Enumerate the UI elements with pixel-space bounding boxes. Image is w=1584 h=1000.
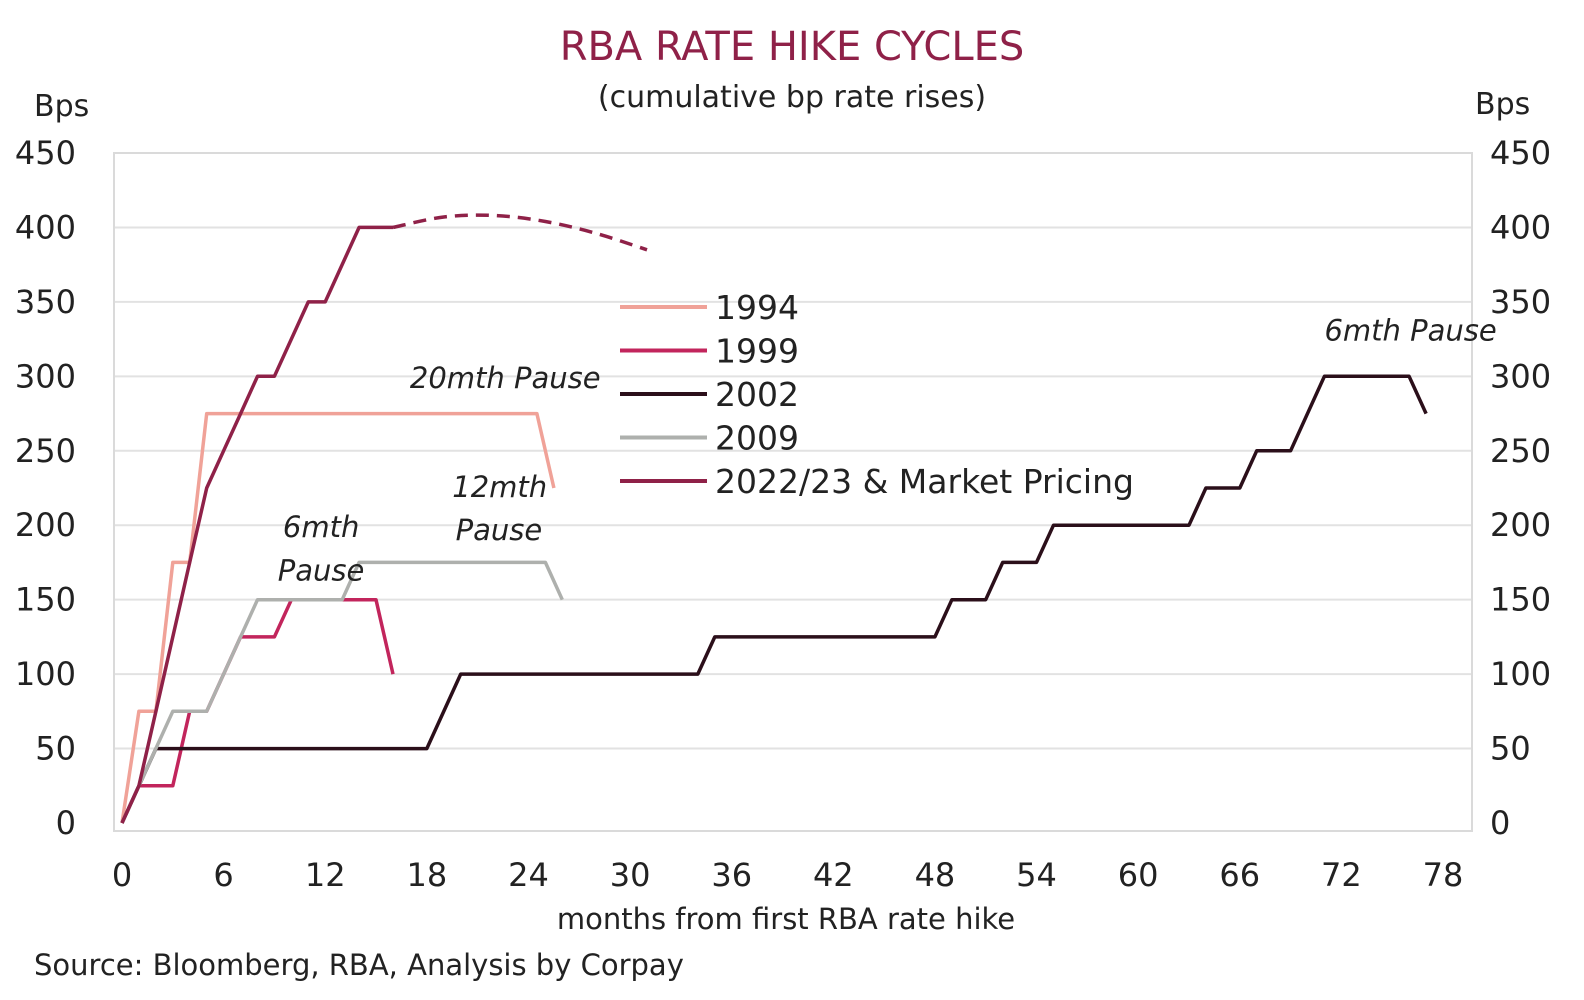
- annotation: Pause: [278, 553, 365, 587]
- legend-label: 1994: [715, 288, 799, 327]
- y-tick-right: 450: [1490, 134, 1551, 172]
- y-tick-right: 0: [1490, 804, 1510, 842]
- x-tick: 54: [1016, 856, 1057, 894]
- y-tick-left: 50: [35, 730, 76, 768]
- x-tick: 6: [213, 856, 233, 894]
- annotation: 6mth: [283, 510, 359, 544]
- y-unit-right: Bps: [1475, 87, 1530, 122]
- annotation: 6mth Pause: [1324, 314, 1496, 348]
- y-unit-left: Bps: [34, 89, 89, 124]
- y-tick-left: 250: [15, 432, 76, 470]
- y-tick-labels: 0 0 50 50 100 100 150 150 200 200 250 250 300 300 350 3…: [15, 134, 1551, 842]
- series-line-1994: [120, 411, 556, 824]
- market-pricing-line: [392, 213, 648, 252]
- series-line-2002: [120, 374, 1428, 824]
- x-tick: 60: [1118, 856, 1159, 894]
- legend-label: 2009: [715, 419, 799, 458]
- y-tick-right: 350: [1490, 283, 1551, 321]
- y-tick-right: 100: [1490, 655, 1551, 693]
- x-tick: 36: [711, 856, 752, 894]
- annotation: 20mth Pause: [410, 361, 601, 395]
- x-tick: 24: [508, 856, 549, 894]
- x-tick: 30: [610, 856, 651, 894]
- y-tick-left: 200: [15, 506, 76, 544]
- x-tick: 12: [305, 856, 346, 894]
- annotations: 20mth Pause 6mth Pause 12mth Pause 6mth Pause: [278, 314, 1497, 588]
- legend-label: 2022/23 & Market Pricing: [715, 462, 1134, 501]
- series-lines: [120, 213, 1428, 824]
- y-tick-left: 300: [15, 357, 76, 395]
- x-tick: 72: [1321, 856, 1362, 894]
- x-tick: 42: [813, 856, 854, 894]
- y-tick-left: 450: [15, 134, 76, 172]
- y-tick-right: 50: [1490, 730, 1531, 768]
- legend: 1994 1999 2002 2009 2022/23 & Market Pricing: [620, 288, 1134, 501]
- x-axis-label: months from first RBA rate hike: [557, 902, 1015, 936]
- annotation: Pause: [456, 513, 543, 547]
- chart-title: RBA RATE HIKE CYCLES: [560, 24, 1025, 70]
- y-tick-left: 350: [15, 283, 76, 321]
- x-tick-labels: 0 6 12 18 24 30 36 42 48 54 60 66 72 78: [112, 856, 1464, 894]
- x-tick: 78: [1423, 856, 1464, 894]
- plot-frame: [113, 152, 1473, 832]
- series-line-1999: [120, 597, 395, 824]
- y-tick-right: 250: [1490, 432, 1551, 470]
- legend-label: 1999: [715, 332, 799, 371]
- y-tick-left: 100: [15, 655, 76, 693]
- series-line-2009: [120, 560, 564, 824]
- y-tick-left: 400: [15, 208, 76, 246]
- x-tick: 48: [915, 856, 956, 894]
- series-line-2022-23-market-pricing: [120, 225, 393, 824]
- y-tick-right: 400: [1490, 208, 1551, 246]
- x-tick: 66: [1219, 856, 1260, 894]
- chart-subtitle: (cumulative bp rate rises): [598, 80, 986, 115]
- y-tick-left: 0: [56, 804, 76, 842]
- x-tick: 18: [406, 856, 447, 894]
- x-tick: 0: [112, 856, 132, 894]
- y-tick-right: 300: [1490, 357, 1551, 395]
- legend-label: 2002: [715, 375, 799, 414]
- y-tick-right: 150: [1490, 581, 1551, 619]
- y-tick-right: 200: [1490, 506, 1551, 544]
- y-tick-left: 150: [15, 581, 76, 619]
- annotation: 12mth: [452, 470, 547, 504]
- source-note: Source: Bloomberg, RBA, Analysis by Corp…: [34, 948, 684, 982]
